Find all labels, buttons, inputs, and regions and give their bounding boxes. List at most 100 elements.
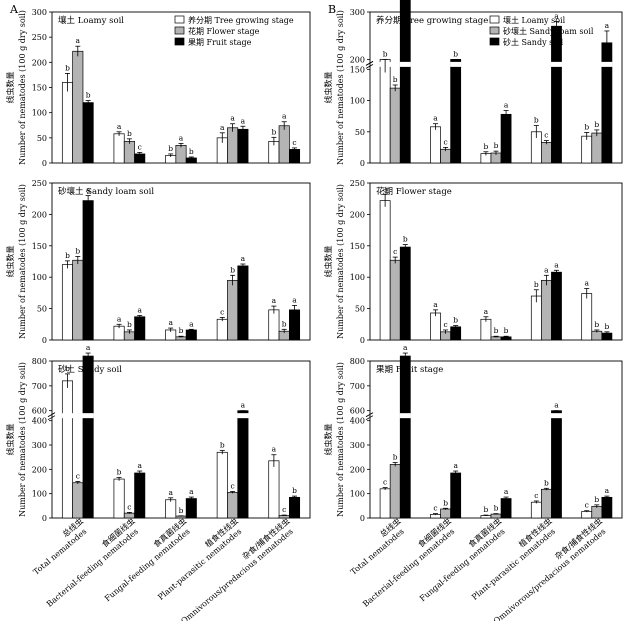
bar (399, 0, 411, 164)
y-tick-label: 200 (32, 58, 47, 67)
significance-letter: a (86, 343, 91, 352)
bar (389, 87, 401, 164)
significance-letter: a (554, 260, 559, 269)
significance-letter: a (168, 318, 173, 327)
significance-letter: c (383, 478, 387, 487)
y-tick-label: 300 (32, 441, 47, 450)
significance-letter: b (230, 265, 235, 274)
significance-letter: b (584, 122, 589, 131)
legend-label: 养分期 Tree growing stage (188, 15, 294, 25)
significance-letter: c (76, 471, 80, 480)
bar (113, 325, 125, 341)
y-tick-label: 100 (32, 273, 47, 282)
significance-letter: a (272, 445, 277, 454)
significance-letter: a (433, 300, 438, 309)
y-axis-label: Number of nematodes (100 g dry soil) (336, 362, 345, 517)
significance-letter: b (282, 319, 287, 328)
chart-title: 砂壤土 Sandy loam soil (58, 186, 154, 197)
x-category-label-en: Total nematodes (349, 527, 406, 577)
y-tick-label: 400 (32, 417, 47, 426)
bar (237, 410, 249, 519)
y-axis-label-zh: 线虫数量 (323, 424, 333, 456)
bar (123, 141, 135, 164)
y-tick-label: 400 (350, 417, 365, 426)
significance-letter: a (453, 461, 458, 470)
bar (134, 316, 146, 341)
bar (530, 501, 542, 519)
y-tick-label: 200 (32, 210, 47, 219)
significance-letter: c (443, 320, 447, 329)
significance-letter: b (179, 506, 184, 515)
bar-break-gap (450, 61, 462, 67)
y-tick-label: 250 (32, 33, 47, 42)
bar (289, 149, 301, 164)
significance-letter: b (494, 504, 499, 513)
bar (61, 264, 73, 341)
significance-letter: b (453, 49, 458, 58)
bar (591, 132, 603, 164)
y-tick-label: 250 (32, 179, 47, 188)
bar (541, 279, 552, 341)
significance-letter: b (383, 49, 388, 58)
significance-letter: a (86, 186, 91, 195)
y-tick-label: 0 (360, 336, 365, 345)
y-tick-label: 150 (32, 242, 47, 251)
legend-swatch (489, 26, 500, 35)
significance-letter: a (179, 133, 184, 142)
bar (541, 142, 552, 164)
y-axis-label: Number of nematodes (100 g dry soil) (18, 10, 27, 165)
y-axis-label-zh: 线虫数量 (323, 246, 333, 278)
legend-label: 壤土 Loamy soil (503, 15, 566, 25)
y-tick-label: 200 (350, 210, 365, 219)
significance-letter: c (138, 142, 142, 151)
significance-letter: b (86, 91, 91, 100)
chart-5: 0 50 100 150 200 250 Number of nematodes (100 … (323, 179, 623, 345)
significance-letter: b (594, 120, 599, 129)
significance-letter: a (272, 296, 277, 305)
significance-letter: a (117, 122, 122, 131)
axis-break-mark (47, 412, 56, 418)
significance-letter: a (76, 36, 81, 45)
significance-letter: a (230, 114, 235, 123)
chart-1: 0 50 100 150 200 250 300 Number of nematodes (1… (5, 8, 311, 168)
significance-letter: b (127, 320, 132, 329)
y-tick-label: 300 (350, 441, 365, 450)
bar (72, 259, 84, 341)
significance-letter: c (443, 137, 447, 146)
significance-letter: a (189, 319, 194, 328)
bar (430, 126, 441, 164)
significance-letter: b (393, 75, 398, 84)
bar-break-gap (82, 413, 94, 419)
significance-letter: c (282, 505, 286, 514)
significance-letter: c (292, 138, 296, 147)
bar (551, 271, 562, 341)
bar (581, 293, 593, 341)
panel-label-b: B (328, 3, 336, 16)
y-tick-label: 50 (37, 134, 47, 143)
significance-letter: b (494, 141, 499, 150)
significance-letter: a (220, 123, 225, 132)
significance-letter: a (189, 487, 194, 496)
significance-letter: b (534, 116, 539, 125)
significance-letter: b (504, 326, 509, 335)
y-axis-label-zh: 线虫数量 (323, 72, 333, 104)
axis-break-mark (47, 415, 56, 421)
significance-letter: b (484, 505, 489, 514)
y-tick-label: 150 (350, 65, 365, 74)
y-tick-label: 0 (360, 514, 365, 523)
y-tick-label: 50 (37, 305, 47, 314)
bar (237, 128, 249, 164)
legend-swatch (489, 37, 500, 46)
y-tick-label: 0 (42, 336, 47, 345)
y-axis-label: Number of nematodes (100 g dry soil) (18, 184, 27, 339)
y-tick-label: 150 (350, 242, 365, 251)
legend-label: 砂土 Sandy soil (503, 37, 564, 47)
significance-letter: b (393, 453, 398, 462)
y-tick-label: 600 (32, 407, 47, 416)
bar (591, 330, 603, 341)
significance-letter: b (117, 467, 122, 476)
